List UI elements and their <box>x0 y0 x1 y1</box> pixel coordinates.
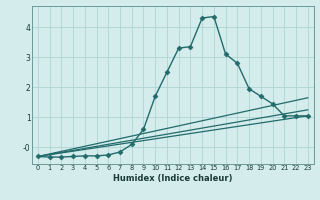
X-axis label: Humidex (Indice chaleur): Humidex (Indice chaleur) <box>113 174 233 183</box>
